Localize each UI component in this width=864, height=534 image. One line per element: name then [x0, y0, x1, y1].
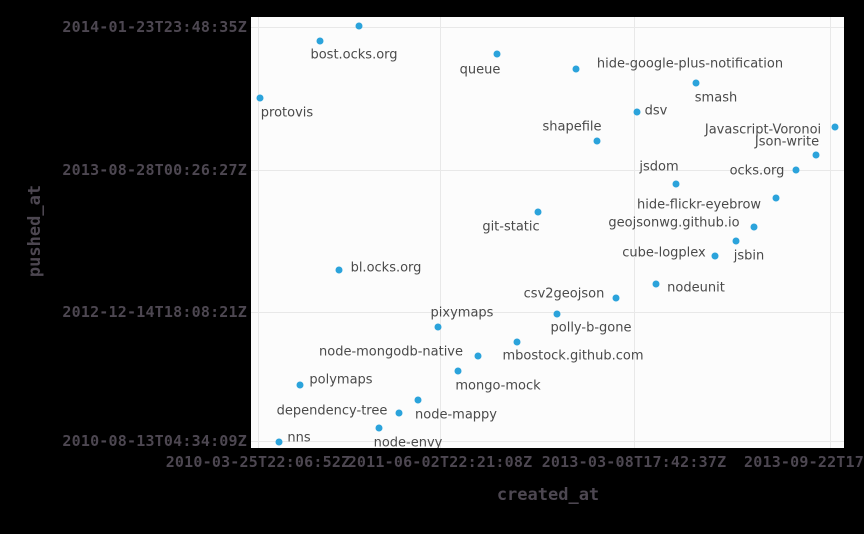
- point-label: git-static: [482, 219, 540, 235]
- point-label: queue: [459, 62, 501, 78]
- point-label: node-mappy: [415, 407, 497, 423]
- data-point: [296, 381, 304, 389]
- grid-line-vertical: [258, 17, 259, 448]
- point-label: cube-logplex: [622, 245, 706, 261]
- point-label: mongo-mock: [455, 378, 541, 394]
- point-label: bl.ocks.org: [350, 260, 422, 276]
- plot-panel: bost.ocks.org queue hide-google-plus-notif…: [251, 17, 844, 448]
- point-label: geojsonwg.github.io: [608, 215, 740, 231]
- grid-line-vertical: [440, 17, 441, 448]
- data-point: [672, 180, 680, 188]
- data-point: [434, 323, 442, 331]
- y-tick-label: 2012-12-14T18:08:21Z: [62, 303, 247, 321]
- point-label: jsbin: [733, 248, 765, 264]
- data-point: [395, 409, 403, 417]
- data-point: [474, 352, 482, 360]
- grid-line-horizontal: [251, 170, 844, 171]
- data-point: [493, 50, 501, 58]
- grid-line-vertical: [830, 17, 831, 448]
- data-point: [414, 396, 422, 404]
- point-label: polymaps: [309, 372, 373, 388]
- point-label: hide-flickr-eyebrow: [636, 197, 762, 213]
- data-point: [633, 108, 641, 116]
- point-label: shapefile: [542, 119, 602, 135]
- point-label: bost.ocks.org: [310, 47, 398, 63]
- point-label: nodeunit: [667, 280, 725, 296]
- data-point: [812, 151, 820, 159]
- grid-line-horizontal: [251, 312, 844, 313]
- data-point: [316, 37, 324, 45]
- y-axis-title: pushed_at: [25, 184, 45, 278]
- point-label: nns: [287, 430, 311, 446]
- data-point: [772, 194, 780, 202]
- point-label: mbostock.github.com: [502, 348, 644, 364]
- point-label: smash: [694, 90, 738, 106]
- point-label: node-envy: [373, 435, 443, 449]
- data-point: [256, 94, 264, 102]
- point-label: polly-b-gone: [550, 320, 632, 336]
- point-label: jsdom: [639, 159, 679, 175]
- y-tick-label: 2010-08-13T04:34:09Z: [62, 432, 247, 450]
- y-tick-label: 2013-08-28T00:26:27Z: [62, 161, 247, 179]
- x-tick-label: 2011-06-02T22:21:08Z: [347, 453, 533, 471]
- grid-line-horizontal: [251, 441, 844, 442]
- data-point: [593, 137, 601, 145]
- point-label: pixymaps: [430, 305, 494, 321]
- x-tick-label: 2013-03-08T17:42:37Z: [541, 453, 727, 471]
- data-point: [711, 252, 719, 260]
- point-label: dependency-tree: [276, 403, 388, 419]
- data-point: [454, 367, 462, 375]
- point-label: hide-google-plus-notification: [596, 56, 784, 72]
- point-label: ocks.org: [729, 163, 785, 179]
- data-point: [652, 280, 660, 288]
- y-tick-label: 2014-01-23T23:48:35Z: [62, 18, 247, 36]
- x-axis-title: created_at: [496, 485, 600, 505]
- data-point: [513, 338, 521, 346]
- grid-line-horizontal: [251, 27, 844, 28]
- point-label: Javascript-Voronoi: [704, 122, 822, 138]
- point-label: protovis: [260, 105, 314, 121]
- point-label: csv2geojson: [523, 286, 605, 302]
- data-point: [732, 237, 740, 245]
- point-label: dsv: [644, 103, 668, 119]
- data-point: [750, 223, 758, 231]
- point-label: node-mongodb-native: [319, 344, 463, 360]
- data-point: [335, 266, 343, 274]
- point-label: Json-write: [754, 134, 820, 150]
- data-point: [275, 438, 283, 446]
- data-point: [831, 123, 839, 131]
- data-point: [612, 294, 620, 302]
- data-point: [692, 79, 700, 87]
- data-point: [375, 424, 383, 432]
- data-point: [553, 310, 561, 318]
- data-point: [355, 22, 363, 30]
- data-point: [572, 65, 580, 73]
- grid-line-vertical: [634, 17, 635, 448]
- x-tick-label: 2013-09-22T17: [744, 453, 864, 471]
- x-tick-label: 2010-03-25T22:06:52Z: [165, 453, 351, 471]
- data-point: [534, 208, 542, 216]
- data-point: [792, 166, 800, 174]
